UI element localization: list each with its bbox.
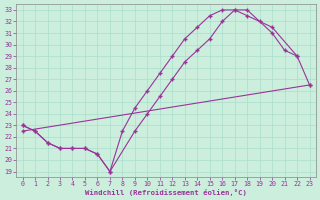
X-axis label: Windchill (Refroidissement éolien,°C): Windchill (Refroidissement éolien,°C) <box>85 189 247 196</box>
